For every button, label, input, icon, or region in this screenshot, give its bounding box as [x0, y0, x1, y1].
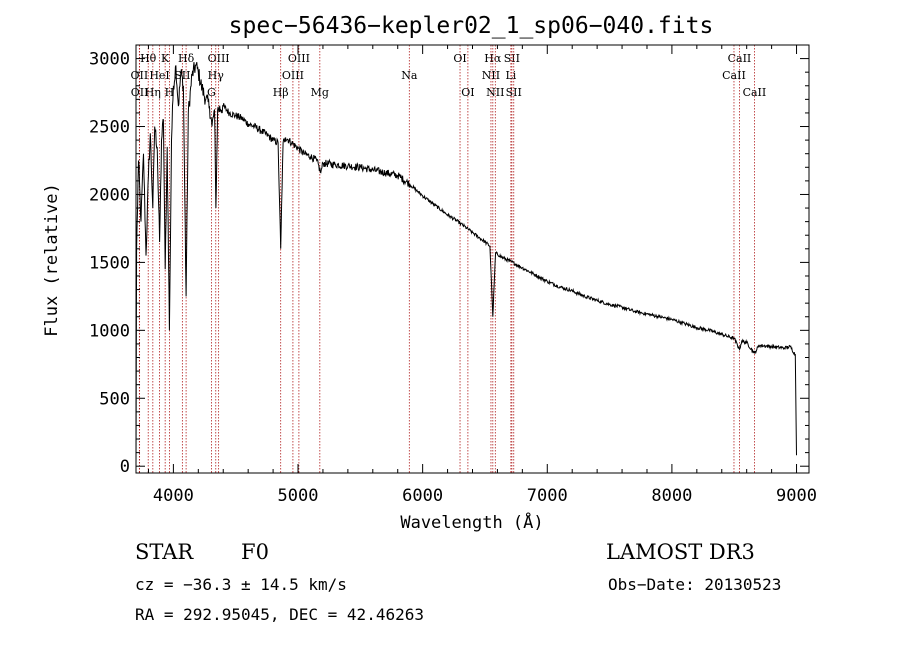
obs-date: Obs−Date: 20130523: [608, 575, 781, 594]
x-tick-label: 7000: [527, 486, 568, 506]
line-marker-label: Hγ: [208, 69, 225, 82]
line-marker-label: OI: [453, 52, 466, 65]
x-tick-label: 9000: [776, 486, 817, 506]
line-marker-label: OIII: [208, 52, 230, 65]
line-marker-label: OI: [461, 86, 474, 99]
line-marker-label: Hα: [484, 52, 502, 65]
line-marker-label: K: [161, 52, 170, 65]
plot-frame: [135, 44, 810, 474]
y-tick-label: 2000: [89, 185, 130, 205]
y-tick-label: 2500: [89, 118, 130, 138]
y-tick-label: 1000: [89, 321, 130, 341]
spectral-subclass: F0: [241, 540, 269, 564]
line-marker-label: Na: [401, 69, 418, 82]
line-marker-label: G: [207, 86, 216, 99]
line-marker-label: H: [165, 86, 175, 99]
x-tick-label: 8000: [651, 486, 692, 506]
coordinates: RA = 292.95045, DEC = 42.46263: [135, 605, 424, 624]
y-tick-label: 0: [120, 457, 130, 477]
survey-name: LAMOST DR3: [606, 540, 755, 564]
axis-ticks: 4000 5000 6000 7000 8000 9000 0 500 1000 1500 2000…: [89, 45, 817, 506]
x-axis-label: Wavelength (Å): [400, 511, 543, 533]
line-marker-label: NII: [482, 69, 500, 82]
line-marker-label: Hβ: [273, 86, 289, 99]
line-marker-label: Mg: [311, 86, 329, 99]
line-marker-label: HeI: [149, 69, 169, 82]
line-marker-label: CaII: [743, 86, 767, 99]
y-tick-label: 1500: [89, 253, 130, 273]
chart-title: spec−56436−kepler02_1_sp06−040.fits: [229, 13, 714, 39]
line-marker-label: SII: [504, 52, 520, 65]
line-marker-label: CaII: [722, 69, 746, 82]
spectrum-series: [135, 62, 797, 467]
y-tick-label: 500: [99, 389, 130, 409]
y-tick-label: 3000: [89, 50, 130, 70]
line-marker-label: NII: [486, 86, 504, 99]
line-marker-label: Li: [505, 69, 516, 82]
object-class: STAR: [135, 540, 194, 564]
redshift-text: cz = −36.3 ± 14.5 km/s: [135, 575, 347, 594]
x-tick-label: 5000: [278, 486, 319, 506]
x-tick-label: 4000: [153, 486, 194, 506]
line-marker-label: OIII: [288, 52, 310, 65]
spectrum-line: [135, 62, 797, 467]
x-tick-label: 6000: [402, 486, 443, 506]
y-axis-label: Flux (relative): [42, 183, 62, 337]
line-marker-label: OII: [131, 86, 149, 99]
line-marker-label: SII: [506, 86, 522, 99]
line-marker-label: CaII: [728, 52, 752, 65]
line-marker-label: Hδ: [178, 52, 195, 65]
line-marker-label: OIII: [282, 69, 304, 82]
line-marker-label: Hη: [145, 86, 161, 99]
